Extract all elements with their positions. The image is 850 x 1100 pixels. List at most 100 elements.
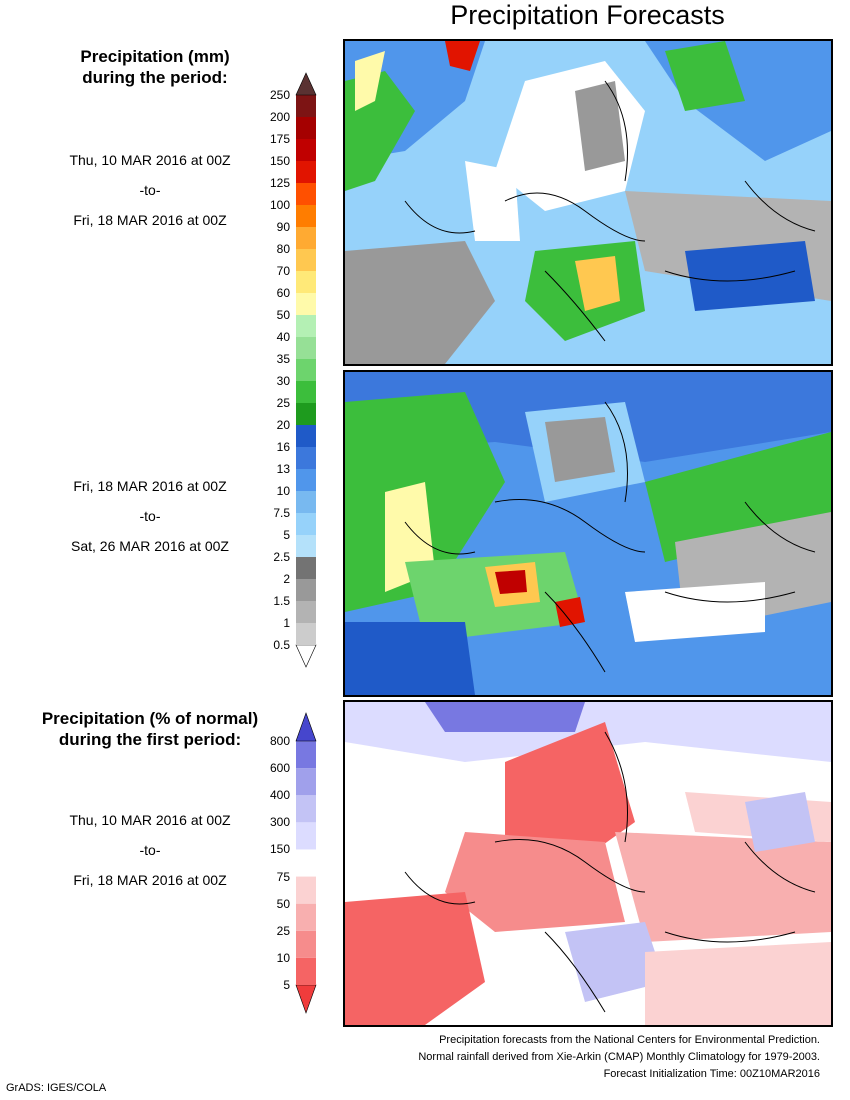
period-1-end: Fri, 18 MAR 2016 at 00Z [73, 212, 227, 228]
page-title: Precipitation Forecasts [450, 0, 725, 30]
colorbar-tick-label: 5 [283, 978, 290, 992]
colorbar-under-arrow [295, 984, 317, 1014]
period-3-to: -to- [139, 842, 161, 858]
colorbar-segment [296, 795, 316, 823]
colorbar-segment [296, 876, 316, 904]
colorbar-tick-label: 2 [283, 572, 290, 586]
colorbar-segment [296, 469, 316, 491]
colorbar-tick-label: 13 [276, 462, 290, 476]
colorbar-segment [296, 95, 316, 117]
period-1-label: Thu, 10 MAR 2016 at 00Z -to- Fri, 18 MAR… [45, 152, 255, 228]
colorbar-segment [296, 579, 316, 601]
colorbar-segment [296, 183, 316, 205]
colorbar-tick-label: 800 [269, 734, 290, 748]
period-2-to: -to- [139, 508, 161, 524]
colorbar-tick-label: 600 [269, 761, 290, 776]
legend-pct-heading-line2: during the first period: [58, 730, 242, 749]
colorbar-segment [296, 601, 316, 623]
footer-line-2: Normal rainfall derived from Xie-Arkin (… [418, 1051, 820, 1063]
colorbar-tick-label: 25 [276, 923, 290, 938]
colorbar-segment [296, 535, 316, 557]
colorbar-segment [296, 903, 316, 931]
colorbar-segment [296, 139, 316, 161]
colorbar-segment [296, 957, 316, 985]
colorbar-segment [296, 293, 316, 315]
colorbar-tick-label: 90 [276, 220, 290, 234]
footer-line-1: Precipitation forecasts from the Nationa… [439, 1034, 820, 1046]
colorbar-segment [296, 403, 316, 425]
map-panel-percent-normal [343, 700, 833, 1027]
colorbar-segment [296, 768, 316, 796]
colorbar-segment [296, 271, 316, 293]
colorbar-tick-label: 50 [276, 896, 290, 911]
colorbar-tick-label: 80 [276, 242, 290, 256]
colorbar-segment [296, 359, 316, 381]
colorbar-segment [296, 447, 316, 469]
colorbar-tick-label: 75 [276, 869, 290, 884]
legend-mm-heading-line2: during the period: [82, 68, 228, 87]
period-2-end: Sat, 26 MAR 2016 at 00Z [71, 538, 229, 554]
grads-credit: GrADS: IGES/COLA [6, 1082, 107, 1094]
colorbar-tick-label: 10 [276, 950, 290, 965]
colorbar-over-arrow [295, 72, 317, 96]
colorbar-segment [296, 205, 316, 227]
colorbar-segment [296, 930, 316, 958]
precip-pct-map [345, 702, 831, 1025]
colorbar-segment [296, 513, 316, 535]
legend-pct-bar [295, 712, 317, 1014]
colorbar-tick-label: 50 [276, 308, 290, 322]
colorbar-segment [296, 227, 316, 249]
colorbar-tick-label: 150 [269, 842, 290, 857]
colorbar-tick-label: 250 [269, 88, 290, 102]
legend-mm-bar [295, 72, 317, 668]
colorbar-segment [296, 557, 316, 579]
colorbar-tick-label: 10 [276, 484, 290, 498]
colorbar-segment [296, 337, 316, 359]
colorbar-segment [296, 822, 316, 850]
colorbar-tick-label: 125 [269, 176, 290, 190]
colorbar-tick-label: 400 [269, 788, 290, 803]
colorbar-tick-label: 1 [283, 616, 290, 630]
colorbar-tick-label: 150 [269, 154, 290, 168]
colorbar-tick-label: 300 [269, 815, 290, 830]
precip-map-period-2 [345, 372, 831, 695]
legend-pct-heading: Precipitation (% of normal) during the f… [30, 708, 270, 750]
colorbar-segment [296, 315, 316, 337]
colorbar-tick-label: 35 [276, 352, 290, 366]
colorbar-tick-label: 70 [276, 264, 290, 278]
colorbar-segment [296, 491, 316, 513]
colorbar-tick-label: 2.5 [273, 550, 290, 564]
colorbar-tick-label: 1.5 [273, 594, 290, 608]
period-1-to: -to- [139, 182, 161, 198]
colorbar-segment [296, 381, 316, 403]
colorbar-tick-label: 175 [269, 132, 290, 146]
colorbar-over-arrow [295, 712, 317, 742]
colorbar-tick-label: 5 [283, 528, 290, 542]
period-3-start: Thu, 10 MAR 2016 at 00Z [69, 812, 231, 828]
colorbar-tick-label: 200 [269, 110, 290, 124]
period-1-start: Thu, 10 MAR 2016 at 00Z [69, 152, 231, 168]
colorbar-tick-label: 25 [276, 396, 290, 410]
colorbar-segment [296, 249, 316, 271]
period-2-start: Fri, 18 MAR 2016 at 00Z [73, 478, 227, 494]
period-2-label: Fri, 18 MAR 2016 at 00Z -to- Sat, 26 MAR… [45, 478, 255, 554]
legend-mm-heading-line1: Precipitation (mm) [80, 47, 230, 66]
colorbar-tick-label: 7.5 [273, 506, 290, 520]
map-panel-period-2 [343, 370, 833, 697]
precip-map-period-1 [345, 41, 831, 364]
colorbar-tick-label: 16 [276, 440, 290, 454]
colorbar-tick-label: 100 [269, 198, 290, 212]
colorbar-segment [296, 741, 316, 769]
colorbar-segment [296, 117, 316, 139]
colorbar-segment [296, 849, 316, 877]
colorbar-tick-label: 40 [276, 330, 290, 344]
colorbar-tick-label: 0.5 [273, 638, 290, 652]
map-panel-period-1 [343, 39, 833, 366]
colorbar-tick-label: 20 [276, 418, 290, 432]
legend-pct-heading-line1: Precipitation (% of normal) [41, 709, 259, 728]
colorbar-segment [296, 425, 316, 447]
period-3-end: Fri, 18 MAR 2016 at 00Z [73, 872, 227, 888]
colorbar-segment [296, 161, 316, 183]
footer-line-3: Forecast Initialization Time: 00Z10MAR20… [603, 1068, 820, 1080]
colorbar-tick-label: 60 [276, 286, 290, 300]
